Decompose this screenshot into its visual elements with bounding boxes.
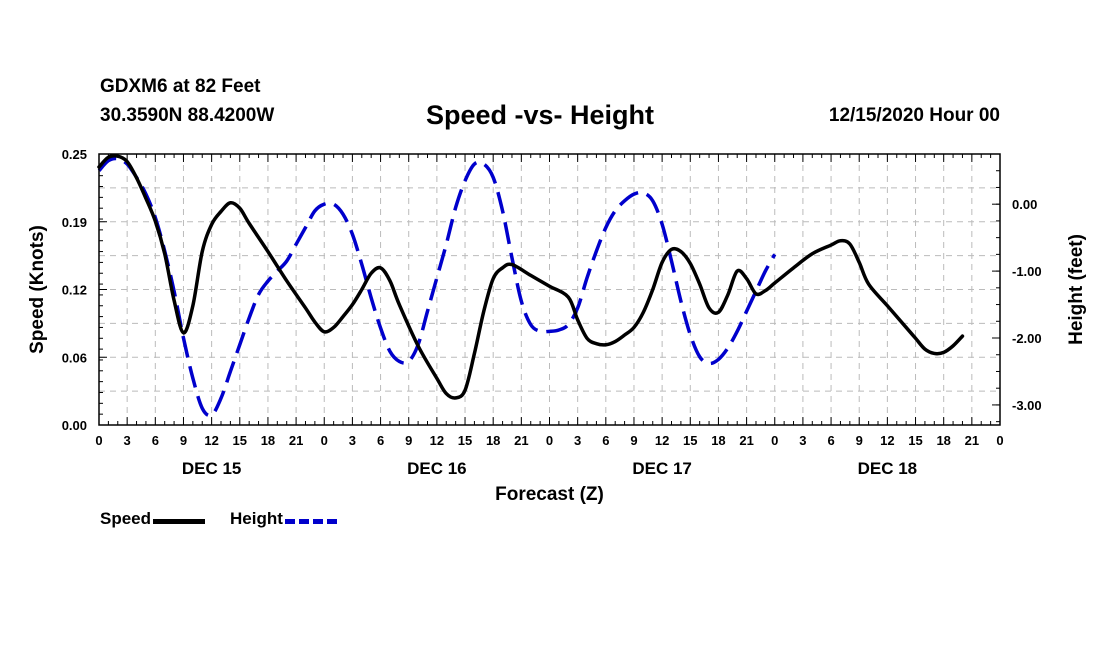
x-tick-label: 15 <box>908 433 922 448</box>
station-coordinates: 30.3590N 88.4200W <box>100 105 275 126</box>
right-tick-label: -2.00 <box>1012 331 1042 346</box>
axis-labels: 0 3 6 9 12 15 18 21 0 3 6 9 12 15 18 21 0 3 6 9 12 15 18 21 0 3 6 9… <box>62 147 1042 478</box>
x-tick-label: 12 <box>655 433 669 448</box>
left-tick-label: 0.06 <box>62 350 87 365</box>
x-axis-title: Forecast (Z) <box>495 484 604 505</box>
station-title: GDXM6 at 82 Feet <box>100 76 261 97</box>
right-tick-label: -1.00 <box>1012 264 1042 279</box>
x-tick-label: 9 <box>856 433 863 448</box>
left-tick-label: 0.19 <box>62 215 87 230</box>
x-tick-label: 15 <box>683 433 697 448</box>
legend-speed-swatch <box>153 518 206 524</box>
right-tick-label: 0.00 <box>1012 197 1037 212</box>
day-label: DEC 16 <box>407 459 467 478</box>
day-label: DEC 17 <box>632 459 692 478</box>
x-tick-label: 3 <box>574 433 581 448</box>
legend-height-label: Height <box>230 509 283 528</box>
x-tick-label: 18 <box>711 433 725 448</box>
forecast-run-time: 12/15/2020 Hour 00 <box>828 105 1000 126</box>
x-tick-label: 12 <box>880 433 894 448</box>
x-tick-label: 18 <box>936 433 950 448</box>
left-axis-title: Speed (Knots) <box>27 225 48 354</box>
legend-speed-label: Speed <box>100 509 152 528</box>
series-lines <box>97 153 965 418</box>
day-label: DEC 15 <box>182 459 242 478</box>
x-tick-label: 18 <box>486 433 500 448</box>
x-tick-label: 9 <box>405 433 412 448</box>
left-tick-label: 0.00 <box>62 418 87 433</box>
left-tick-label: 0.25 <box>62 147 87 162</box>
x-tick-label: 15 <box>458 433 472 448</box>
grid-lines <box>99 154 1000 425</box>
x-tick-label: 9 <box>630 433 637 448</box>
x-tick-label: 0 <box>95 433 102 448</box>
x-tick-label: 0 <box>771 433 778 448</box>
x-tick-label: 0 <box>321 433 328 448</box>
x-tick-label: 0 <box>546 433 553 448</box>
x-tick-label: 21 <box>289 433 303 448</box>
x-tick-label: 12 <box>430 433 444 448</box>
axis-ticks <box>98 153 1001 426</box>
day-label: DEC 18 <box>858 459 918 478</box>
legend-height: Height <box>230 509 337 529</box>
height-series-line <box>97 156 777 418</box>
legend-height-swatch <box>284 518 337 524</box>
x-tick-label: 3 <box>124 433 131 448</box>
x-tick-label: 6 <box>152 433 159 448</box>
x-tick-label: 6 <box>602 433 609 448</box>
x-tick-label: 21 <box>514 433 528 448</box>
chart-title: Speed -vs- Height <box>426 100 655 130</box>
right-axis-title: Height (feet) <box>1066 234 1087 345</box>
x-tick-label: 6 <box>827 433 834 448</box>
x-tick-label: 15 <box>233 433 247 448</box>
x-tick-label: 0 <box>996 433 1003 448</box>
x-tick-label: 21 <box>965 433 979 448</box>
x-tick-label: 18 <box>261 433 275 448</box>
right-tick-label: -3.00 <box>1012 398 1042 413</box>
x-tick-label: 12 <box>204 433 218 448</box>
left-tick-label: 0.12 <box>62 283 87 298</box>
speed-series-line <box>97 153 965 400</box>
x-tick-label: 3 <box>799 433 806 448</box>
x-tick-label: 21 <box>739 433 753 448</box>
x-tick-label: 3 <box>349 433 356 448</box>
x-tick-label: 9 <box>180 433 187 448</box>
x-tick-label: 6 <box>377 433 384 448</box>
legend-speed: Speed <box>100 509 206 529</box>
